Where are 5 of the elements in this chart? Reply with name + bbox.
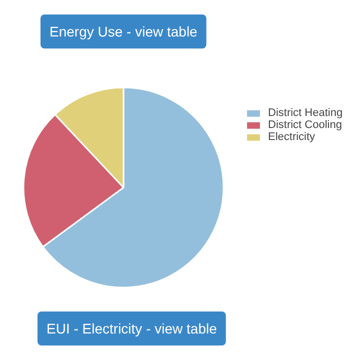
legend-label: District Heating <box>268 107 343 119</box>
legend-label: Electricity <box>268 131 316 143</box>
text: EUI - Electricity - view table <box>46 320 218 336</box>
chart-title: Energy Use - view table <box>50 24 198 40</box>
legend-label: District Cooling <box>268 119 342 131</box>
